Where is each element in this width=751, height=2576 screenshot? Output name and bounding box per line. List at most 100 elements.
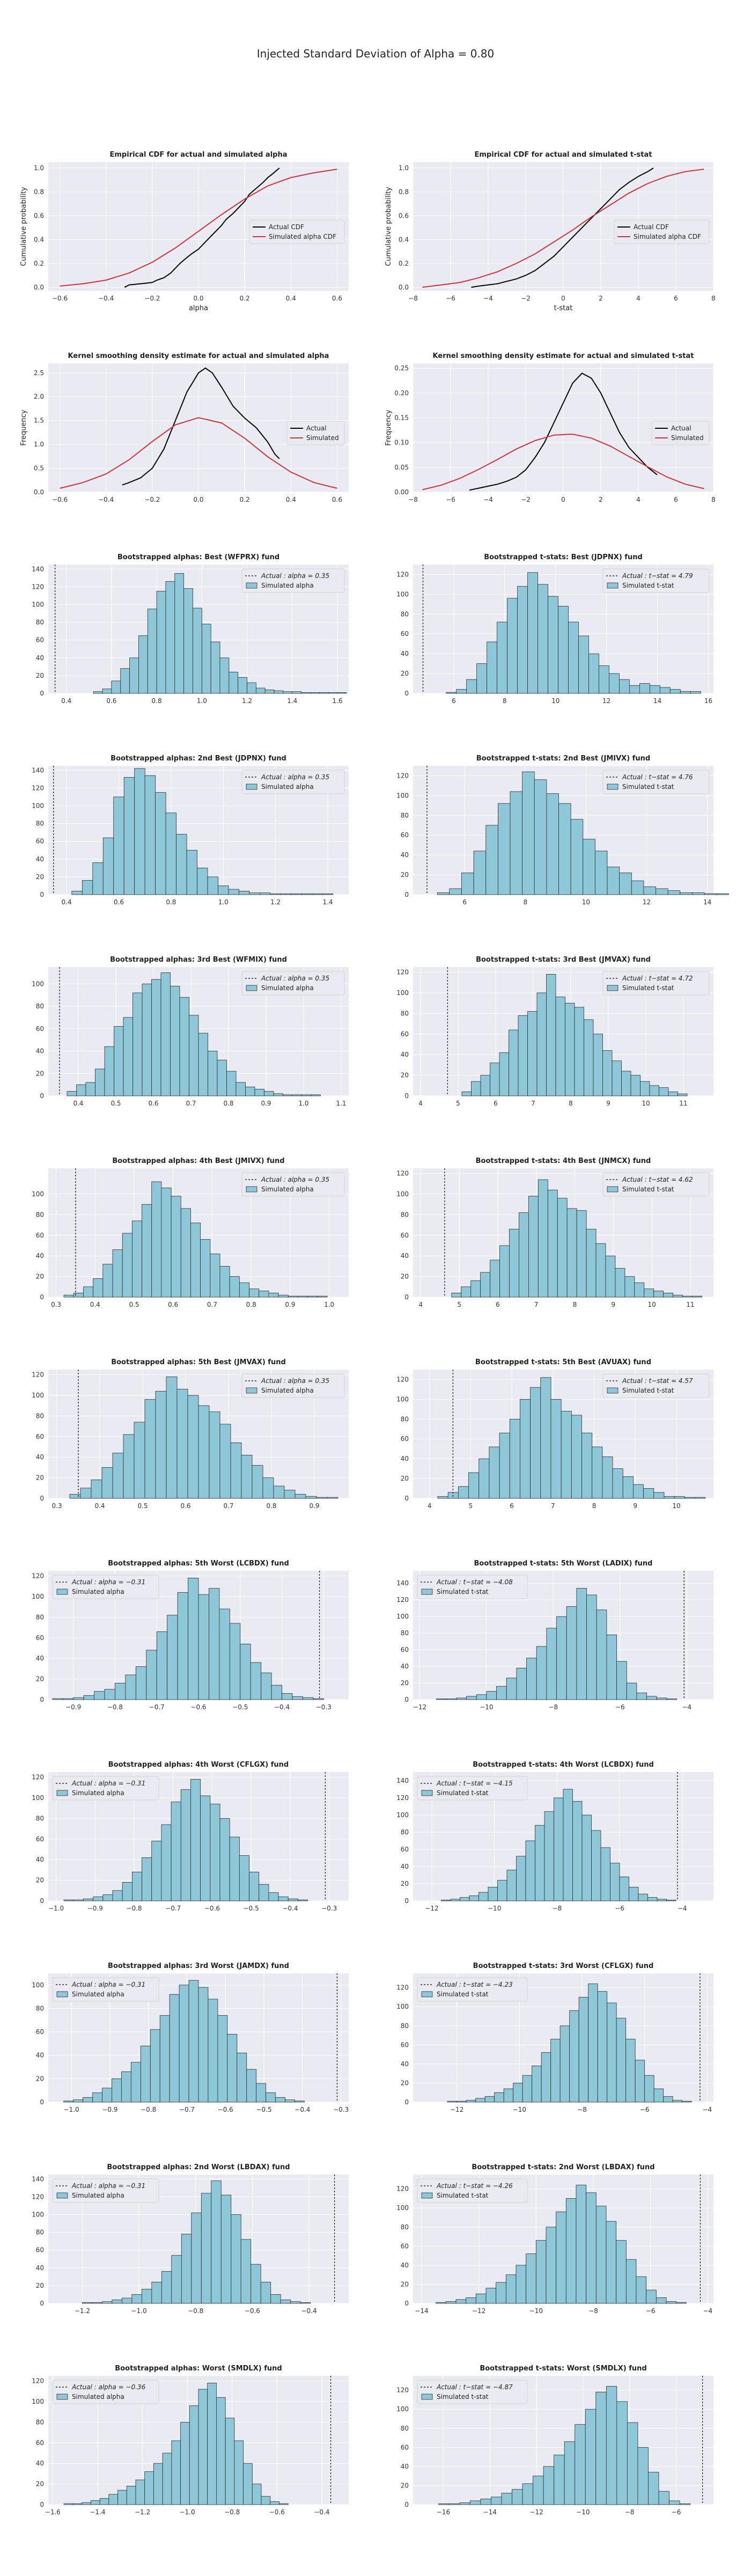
series-line — [469, 372, 658, 491]
y-tick-label: 120 — [396, 1984, 409, 1992]
x-tick-label: −6 — [672, 2508, 681, 2516]
legend-swatch — [421, 1991, 433, 1997]
histogram-bar — [682, 1296, 693, 1298]
x-tick-label: −1.6 — [45, 2508, 61, 2516]
x-tick-label: 10 — [642, 1100, 650, 1107]
y-tick-label: 60 — [401, 1232, 409, 1239]
histogram-bar — [629, 1886, 639, 1901]
x-tick-label: −0.4 — [314, 2508, 329, 2516]
histogram-bar — [298, 1296, 308, 1298]
histogram-bar — [692, 892, 705, 895]
y-tick-label: 100 — [396, 792, 409, 799]
x-tick-label: −12 — [425, 1905, 438, 1912]
histogram-bar — [92, 862, 104, 895]
legend: Actual : alpha = 0.35 Simulated alpha — [241, 568, 345, 593]
histogram-bar — [527, 1011, 538, 1096]
y-tick-label: 0 — [40, 1897, 44, 1905]
y-tick-label: 140 — [396, 1777, 409, 1784]
legend: Actual : t−stat = 4.76 Simulated t-stat — [602, 770, 710, 794]
histogram-bar — [659, 1087, 669, 1096]
histogram-bar — [535, 1825, 545, 1901]
histogram-bar — [595, 2391, 607, 2505]
legend-swatch — [421, 1790, 433, 1796]
x-tick-label: −0.6 — [52, 295, 68, 302]
x-tick-label: 1.0 — [218, 898, 229, 906]
legend-label: Simulated — [306, 434, 339, 442]
histogram-bar — [575, 2424, 586, 2505]
x-tick-label: −6 — [615, 1703, 625, 1711]
histogram-bar — [291, 893, 302, 895]
legend-label: Simulated alpha — [261, 783, 314, 791]
legend-swatch — [607, 784, 619, 790]
x-tick-label: −0.9 — [87, 1905, 103, 1912]
histogram-bar — [490, 1260, 500, 1298]
y-tick-label: 100 — [396, 2003, 409, 2010]
chart-title: Bootstrapped t-stats: 3rd Best (JMVAX) f… — [476, 956, 651, 964]
y-tick-label: 40 — [36, 1453, 44, 1461]
y-tick-label: 100 — [396, 1395, 409, 1403]
histogram-bar — [536, 1646, 547, 1700]
histogram-bar — [99, 2498, 109, 2505]
legend-label: Simulated t-stat — [622, 783, 674, 791]
histogram-bar — [274, 690, 284, 694]
x-tick-label: −0.6 — [269, 2508, 285, 2516]
y-tick-label: 60 — [401, 1846, 409, 1853]
histogram-bar — [563, 1789, 573, 1901]
x-tick-label: −0.4 — [274, 1703, 290, 1711]
chart-title: Bootstrapped alphas: Worst (SMDLX) fund — [115, 2365, 282, 2373]
y-tick-label: 60 — [36, 1025, 44, 1033]
histogram-bar — [528, 1196, 539, 1298]
histogram-bar — [301, 893, 313, 895]
x-tick-label: 0.6 — [168, 1301, 178, 1308]
histogram-bar — [132, 992, 143, 1096]
legend: Actual : alpha = 0.35 Simulated alpha — [241, 971, 345, 996]
y-tick-label: 20 — [401, 670, 409, 677]
histogram-bar — [657, 1899, 667, 1901]
histogram-bar — [93, 1896, 104, 1901]
histogram-bar — [679, 2503, 690, 2505]
x-tick-label: 6 — [674, 295, 678, 302]
histogram-bar — [669, 2500, 680, 2505]
x-tick-label: −4 — [703, 2307, 712, 2315]
histogram-bar — [234, 2440, 244, 2505]
series-line — [60, 169, 337, 287]
histogram-bar — [503, 2088, 514, 2103]
legend-swatch — [607, 985, 619, 991]
histogram-bar — [676, 2302, 687, 2304]
histogram-bar — [485, 2288, 497, 2304]
legend-label: Simulated alpha — [72, 1789, 124, 1797]
histogram-bar — [92, 2302, 102, 2304]
histogram-bar — [171, 2440, 181, 2505]
y-tick-label: 20 — [36, 1273, 44, 1280]
histogram-bar — [252, 2484, 262, 2505]
histogram-bar — [113, 796, 124, 895]
histogram-bar — [456, 1697, 467, 1700]
histogram-bar — [684, 1497, 695, 1499]
y-tick-label: 80 — [36, 619, 44, 626]
histogram-bar — [680, 892, 693, 895]
x-tick-label: −0.7 — [149, 1703, 165, 1711]
histogram-bar — [536, 992, 547, 1096]
chart-title: Bootstrapped t-stats: 2nd Worst (LBDAX) … — [472, 2163, 654, 2171]
x-tick-label: −0.8 — [141, 2106, 156, 2113]
histogram-bar — [134, 768, 145, 895]
series-line — [60, 417, 337, 489]
y-tick-label: 120 — [32, 784, 44, 792]
legend-label: Actual : alpha = 0.35 — [261, 572, 329, 580]
x-tick-label: 0.8 — [223, 1100, 233, 1107]
legend-box — [602, 1373, 710, 1398]
x-tick-label: −0.6 — [245, 2307, 260, 2315]
chart-9: 0.4 0.5 0.6 0.7 0.8 0.9 1.0 1.1 0 20 40 60 80 100 Boot… — [32, 956, 349, 1107]
chart-13: 0.3 0.4 0.5 0.6 0.7 0.8 0.9 0 20 40 60 80 100 120 Boot… — [32, 1358, 349, 1510]
histogram-bar — [337, 692, 347, 694]
legend: Actual : t−stat = −4.87 Simulated t-stat — [417, 2380, 528, 2404]
y-tick-label: 0.8 — [34, 188, 44, 196]
histogram-bar — [256, 2083, 267, 2103]
y-tick-label: 60 — [36, 636, 44, 644]
legend: Actual : alpha = −0.31 Simulated alpha — [52, 1977, 159, 2002]
histogram-bar — [188, 1980, 199, 2103]
legend-swatch — [56, 1790, 68, 1796]
histogram-bar — [543, 2466, 555, 2505]
x-tick-label: −8 — [577, 2106, 587, 2113]
x-tick-label: 1.0 — [298, 1100, 308, 1107]
